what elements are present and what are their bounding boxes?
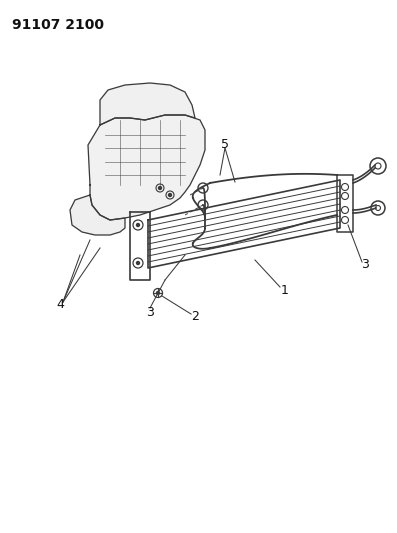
Text: 91107 2100: 91107 2100 (12, 18, 104, 32)
Polygon shape (100, 83, 195, 125)
Circle shape (168, 193, 172, 197)
Circle shape (137, 223, 139, 227)
Text: 2: 2 (191, 310, 199, 322)
Polygon shape (70, 195, 125, 235)
Text: 3: 3 (361, 259, 369, 271)
Text: 3: 3 (146, 305, 154, 319)
Text: 1: 1 (281, 284, 289, 296)
Text: 4: 4 (56, 298, 64, 311)
Circle shape (156, 292, 160, 295)
Circle shape (137, 262, 139, 264)
Polygon shape (88, 115, 205, 220)
Text: 5: 5 (221, 139, 229, 151)
Circle shape (158, 187, 162, 190)
